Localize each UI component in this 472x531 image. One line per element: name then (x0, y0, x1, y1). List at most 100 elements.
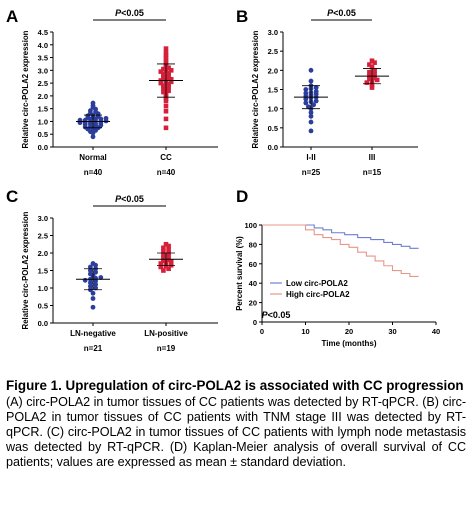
data-point (90, 290, 96, 296)
data-point (313, 85, 319, 90)
y-tick-label: 2.5 (268, 47, 278, 56)
data-point (161, 74, 166, 80)
x-category-label: LN-negative (70, 329, 116, 338)
data-point (88, 280, 93, 286)
y-tick-label: 1.0 (38, 284, 48, 293)
data-point (168, 259, 174, 265)
data-point (90, 261, 96, 266)
data-point (163, 50, 169, 55)
y-tick-label: 1.0 (268, 105, 278, 114)
panel-label-c: C (6, 187, 18, 206)
figure-panels: 0.0 0.5 1.0 1.5 2.0 2.5 3.0 3.5 4.0 4.5 Relative c… (6, 7, 440, 353)
x-tick-label: 40 (432, 327, 440, 336)
data-point (303, 87, 309, 92)
data-point (168, 79, 174, 85)
data-point (372, 71, 377, 77)
data-point (158, 264, 164, 270)
figure-caption: Figure 1. Upregulation of circ-POLA2 is … (6, 378, 466, 470)
data-point (166, 254, 171, 259)
y-axis-label: Percent survival (%) (235, 236, 244, 311)
data-point (303, 100, 309, 106)
data-point (161, 71, 166, 77)
y-tick-label: 0.5 (38, 302, 48, 311)
x-axis-label: Time (months) (322, 339, 377, 348)
data-point (163, 108, 169, 114)
y-tick-label: 40 (249, 279, 257, 288)
data-point (374, 77, 380, 83)
sample-size-label: n=40 (84, 168, 103, 177)
chart-panel-b: 0.0 0.5 1.0 1.5 2.0 2.5 3.0 Relative circ-POLA2… (251, 19, 418, 177)
data-point (161, 83, 166, 88)
data-point (308, 128, 314, 134)
data-point (161, 245, 166, 251)
data-point (367, 62, 372, 67)
y-axis-label: Relative circ-POLA2 expression (21, 211, 30, 329)
y-tick-label: 0 (253, 318, 257, 327)
x-category-label: LN-positive (144, 329, 188, 338)
data-point (163, 264, 169, 269)
data-point (308, 78, 314, 84)
y-tick-label: 0.0 (38, 319, 48, 328)
data-point (103, 115, 109, 121)
y-tick-label: 2.0 (268, 66, 278, 75)
y-tick-label: 1.5 (38, 267, 48, 276)
caption-body: (A) circ-POLA2 in tumor tissues of CC pa… (6, 395, 466, 469)
chart-panel-d: 0 20 40 60 80 100 0 10 20 30 40 Percent survival (%… (235, 221, 440, 348)
y-axis-label: Relative circ-POLA2 expression (251, 30, 260, 148)
y-tick-label: 1.5 (268, 86, 278, 95)
data-point (313, 98, 319, 104)
x-category-label: III (369, 153, 376, 162)
y-tick-label: 2.5 (38, 232, 48, 241)
y-tick-label: 4.0 (38, 41, 48, 50)
sample-size-label: n=25 (302, 168, 321, 177)
data-point (166, 75, 171, 81)
survival-curve-high (262, 224, 419, 277)
y-tick-label: 1.5 (38, 105, 48, 114)
data-point (306, 104, 311, 110)
chart-panel-c: 0.0 0.5 1.0 1.5 2.0 2.5 3.0 Relative circ-POLA2… (21, 205, 218, 353)
data-point (82, 277, 88, 283)
data-point (90, 304, 96, 310)
y-tick-label: 0.5 (268, 124, 278, 133)
data-point (163, 60, 169, 65)
data-point (303, 90, 309, 96)
data-point (163, 116, 169, 122)
data-point (308, 119, 314, 125)
chart-panel-a: 0.0 0.5 1.0 1.5 2.0 2.5 3.0 3.5 4.0 4.5 Relative c… (21, 19, 218, 177)
caption-title: Figure 1. Upregulation of circ-POLA2 is … (6, 378, 464, 393)
data-point (163, 52, 169, 58)
data-point (308, 113, 314, 119)
data-point (88, 283, 93, 289)
data-point (163, 98, 169, 104)
data-point (163, 57, 169, 63)
data-point (158, 80, 164, 86)
data-point (166, 247, 171, 252)
data-point (163, 125, 169, 131)
data-point (369, 85, 375, 90)
data-point (166, 88, 171, 94)
data-point (367, 76, 372, 82)
data-point (166, 70, 171, 76)
data-point (93, 269, 98, 275)
data-point (163, 55, 169, 60)
data-point (88, 108, 93, 114)
data-point (163, 241, 169, 247)
data-point (161, 89, 166, 95)
panel-label-b: B (236, 7, 248, 26)
x-category-label: I-II (306, 153, 315, 162)
significance-label: P<0.05 (115, 194, 144, 204)
p-value-annotation: P<0.05 (262, 310, 291, 320)
significance-label: P<0.05 (115, 8, 144, 18)
y-tick-label: 0.0 (38, 143, 48, 152)
x-tick-label: 30 (388, 327, 396, 336)
x-tick-label: 10 (301, 327, 309, 336)
significance-label: P<0.05 (327, 8, 356, 18)
y-tick-label: 2.0 (38, 249, 48, 258)
data-point (166, 73, 171, 78)
data-point (166, 266, 171, 272)
data-point (372, 75, 377, 81)
data-point (90, 100, 96, 106)
y-tick-label: 20 (249, 299, 257, 308)
x-tick-label: 0 (260, 327, 264, 336)
data-point (163, 46, 169, 51)
